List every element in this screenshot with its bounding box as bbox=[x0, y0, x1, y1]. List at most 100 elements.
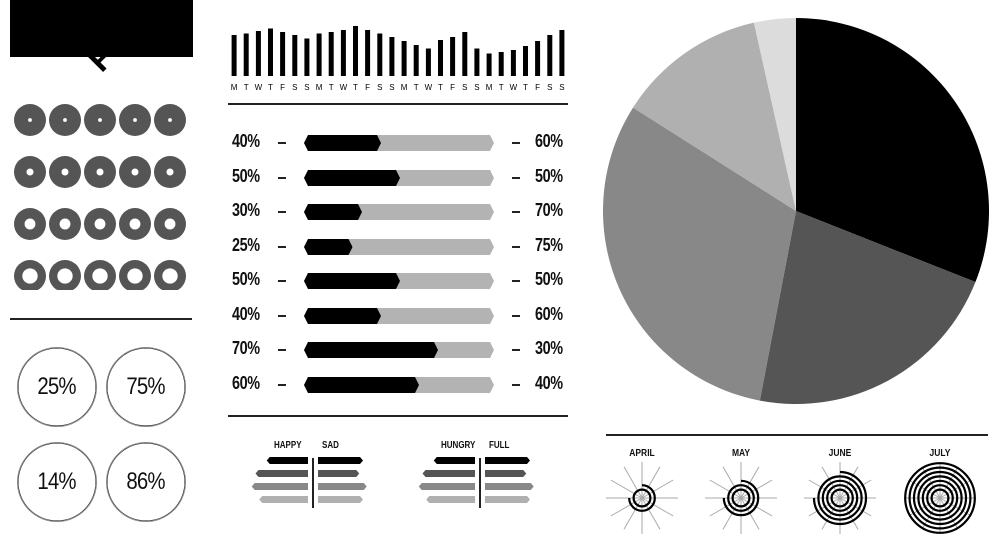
dash bbox=[512, 280, 520, 282]
dash bbox=[278, 349, 286, 351]
donut-hole bbox=[131, 168, 139, 176]
pie-slice bbox=[759, 211, 976, 404]
mood-right-bar bbox=[318, 457, 363, 464]
radial-ring bbox=[731, 488, 751, 508]
ft-logo-icon: FT bbox=[80, 23, 136, 79]
donut-hole bbox=[57, 268, 73, 284]
weekly-bar bbox=[231, 35, 237, 76]
weekly-bar bbox=[474, 48, 480, 76]
dash bbox=[278, 211, 286, 213]
mood-left-bar bbox=[433, 457, 475, 464]
progress-bar-fill bbox=[304, 204, 362, 220]
radial-spoke bbox=[641, 466, 661, 499]
progress-row: 25% 75% bbox=[228, 235, 573, 259]
dash bbox=[512, 211, 520, 213]
progress-right-label: 60% bbox=[535, 303, 563, 324]
weekly-bar bbox=[280, 32, 286, 76]
progress-right-label: 50% bbox=[535, 165, 563, 186]
weekly-bar bbox=[462, 32, 468, 76]
radial-spoke bbox=[709, 479, 742, 499]
weekly-bar bbox=[365, 30, 371, 76]
progress-left-label: 70% bbox=[232, 338, 260, 358]
dash bbox=[512, 383, 520, 386]
weekly-tick-label: M bbox=[486, 83, 493, 92]
logo-banner bbox=[10, 0, 193, 57]
mood-left-bar bbox=[255, 470, 308, 477]
radial-ring bbox=[817, 475, 863, 521]
mood-right-bar bbox=[485, 470, 527, 477]
month-label: JUNE bbox=[828, 448, 852, 459]
mood-right-bar bbox=[318, 496, 363, 503]
progress-right-label: 40% bbox=[535, 372, 563, 393]
weekly-divider bbox=[228, 103, 568, 105]
month-label: MAY bbox=[731, 448, 751, 459]
weekly-bar bbox=[523, 46, 528, 76]
weekly-bar bbox=[353, 26, 358, 76]
weekly-bar bbox=[559, 30, 565, 76]
dash bbox=[512, 176, 520, 179]
percent-circle-label: 25% bbox=[37, 373, 77, 400]
month-radial bbox=[904, 462, 976, 534]
radial-spoke bbox=[641, 497, 674, 517]
progress-bar bbox=[304, 342, 494, 358]
dash bbox=[278, 280, 286, 282]
dash bbox=[512, 245, 520, 248]
percent-circle-1: 75% bbox=[106, 347, 186, 427]
radial-spoke bbox=[641, 497, 661, 530]
weekly-bar bbox=[486, 53, 492, 76]
percent-circle-label: 14% bbox=[37, 468, 77, 495]
mood-bars bbox=[418, 457, 534, 503]
mood-divider bbox=[312, 458, 314, 508]
radial-ring bbox=[727, 484, 755, 512]
progress-right-label: 50% bbox=[535, 269, 563, 289]
weekly-bar bbox=[535, 41, 541, 76]
dash bbox=[512, 349, 520, 351]
weekly-bar bbox=[377, 33, 383, 76]
pie-slice bbox=[602, 107, 796, 401]
dash bbox=[278, 314, 286, 317]
mood-right-bar bbox=[485, 457, 530, 464]
weekly-bar bbox=[401, 41, 407, 76]
dash bbox=[278, 245, 286, 248]
donut-hole bbox=[96, 168, 104, 176]
weekly-tick-label: M bbox=[401, 83, 408, 92]
radial-ring bbox=[628, 484, 656, 512]
weekly-tick-label: M bbox=[316, 83, 323, 92]
progress-bar bbox=[304, 204, 494, 220]
weekly-bar bbox=[292, 35, 298, 76]
radial-spoke bbox=[610, 497, 643, 517]
progress-left-label: 25% bbox=[232, 234, 260, 255]
weekly-bar bbox=[438, 40, 443, 76]
mood-right-bar bbox=[485, 483, 534, 490]
weekly-tick-label: T bbox=[244, 83, 249, 92]
weekly-bar bbox=[498, 52, 504, 76]
progress-right-label: 30% bbox=[535, 338, 563, 358]
donut-hole bbox=[166, 168, 174, 176]
donut-grid bbox=[14, 104, 186, 290]
donut-hole bbox=[133, 118, 137, 122]
progress-bar-fill bbox=[304, 307, 381, 324]
progress-row: 70% 30% bbox=[228, 338, 573, 362]
progress-left-label: 50% bbox=[232, 269, 260, 289]
weekly-tick-label: T bbox=[414, 83, 419, 92]
weekly-bar bbox=[425, 48, 431, 76]
progress-row: 40% 60% bbox=[228, 131, 573, 155]
progress-bar bbox=[304, 273, 494, 289]
radial-ring bbox=[921, 479, 959, 517]
weekly-tick-label: F bbox=[365, 83, 370, 92]
progress-bar-fill bbox=[304, 169, 400, 186]
donut-hole bbox=[59, 218, 71, 230]
weekly-bar bbox=[316, 33, 322, 76]
radial-ring bbox=[722, 479, 760, 517]
weekly-tick-label: F bbox=[450, 83, 455, 92]
weekly-tick-label: T bbox=[499, 83, 504, 92]
percent-circle-0: 25% bbox=[17, 347, 97, 427]
mood-left-label: HAPPY bbox=[274, 440, 302, 451]
mood-left-bar bbox=[266, 457, 308, 464]
dash bbox=[278, 176, 286, 179]
pie-slice bbox=[633, 22, 796, 212]
radial-ring bbox=[632, 488, 652, 508]
donut-hole bbox=[127, 268, 143, 284]
radial-ring bbox=[821, 479, 859, 517]
mood-right-label: FULL bbox=[489, 440, 510, 451]
